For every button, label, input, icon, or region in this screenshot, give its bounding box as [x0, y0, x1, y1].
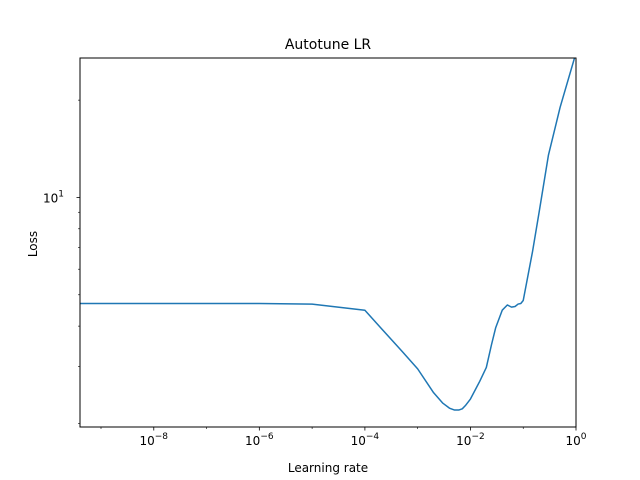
- x-tick-label-exponent: 0: [581, 432, 587, 442]
- x-tick-label-base: 10: [456, 434, 471, 448]
- x-tick-label: 100: [565, 432, 586, 448]
- x-tick-label: 10−8: [139, 432, 168, 448]
- x-tick-label-exponent: −6: [260, 432, 274, 442]
- x-axis-label: Learning rate: [288, 461, 368, 475]
- x-tick-label-base: 10: [351, 434, 366, 448]
- y-tick-label-exponent: 1: [58, 189, 64, 199]
- plot-frame: [79, 57, 577, 428]
- x-tick-label-exponent: −8: [155, 432, 169, 442]
- x-tick-label-base: 10: [565, 434, 580, 448]
- loss-series-line: [80, 58, 576, 411]
- x-tick-label: 10−4: [351, 432, 380, 448]
- y-tick-label-base: 10: [43, 191, 58, 205]
- y-axis-label: Loss: [26, 231, 40, 257]
- plot-area: [80, 58, 576, 427]
- chart-title: Autotune LR: [285, 37, 372, 53]
- x-tick-label-exponent: −2: [471, 432, 484, 442]
- x-tick-label: 10−2: [456, 432, 485, 448]
- x-tick-label-exponent: −4: [366, 432, 380, 442]
- x-tick-label-base: 10: [139, 434, 154, 448]
- plot-background: [80, 58, 576, 427]
- x-tick-label-base: 10: [245, 434, 260, 448]
- x-tick-label: 10−6: [245, 432, 274, 448]
- series-layer: [80, 58, 576, 411]
- y-tick-label: 101: [43, 189, 64, 205]
